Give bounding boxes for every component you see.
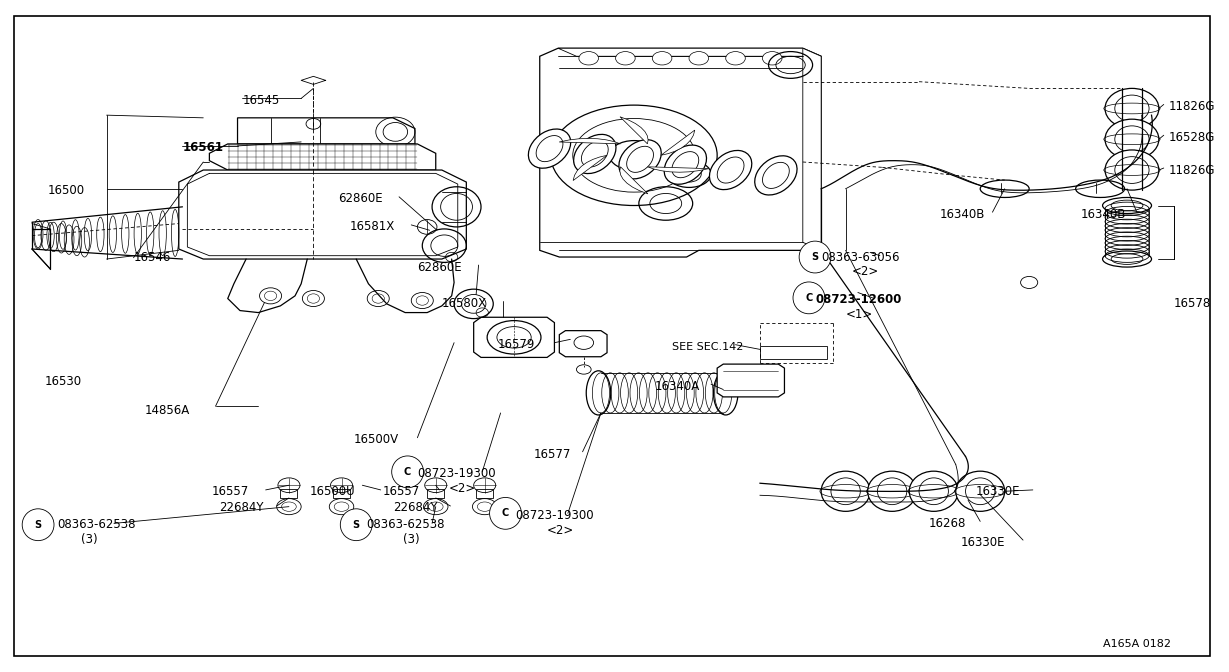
Text: 16578: 16578 bbox=[1174, 298, 1211, 310]
Polygon shape bbox=[559, 331, 607, 357]
Ellipse shape bbox=[868, 471, 917, 511]
Text: <2>: <2> bbox=[450, 482, 477, 495]
Text: A165A 0182: A165A 0182 bbox=[1102, 639, 1170, 649]
Ellipse shape bbox=[664, 145, 707, 184]
Polygon shape bbox=[473, 317, 554, 358]
Text: 16545: 16545 bbox=[242, 94, 280, 107]
Polygon shape bbox=[178, 170, 466, 259]
Ellipse shape bbox=[616, 52, 635, 65]
Polygon shape bbox=[803, 48, 821, 251]
Text: 08363-62538: 08363-62538 bbox=[58, 518, 136, 532]
Ellipse shape bbox=[574, 134, 616, 173]
Text: 11826G: 11826G bbox=[1169, 100, 1215, 113]
Text: <2>: <2> bbox=[547, 523, 574, 536]
Polygon shape bbox=[558, 48, 821, 56]
Text: 11826G: 11826G bbox=[1169, 163, 1215, 177]
Text: (3): (3) bbox=[81, 533, 97, 546]
Text: C: C bbox=[404, 467, 412, 477]
Polygon shape bbox=[661, 130, 694, 155]
Text: 16340B: 16340B bbox=[940, 208, 986, 220]
Text: (3): (3) bbox=[403, 533, 419, 546]
Ellipse shape bbox=[793, 282, 825, 314]
Text: 08363-62538: 08363-62538 bbox=[366, 518, 445, 532]
Text: 16557: 16557 bbox=[211, 485, 249, 499]
Text: 62860E: 62860E bbox=[418, 261, 462, 274]
Text: 16500U: 16500U bbox=[310, 485, 355, 499]
Ellipse shape bbox=[821, 471, 870, 511]
Text: S: S bbox=[34, 519, 42, 530]
Text: 62860E: 62860E bbox=[338, 192, 382, 206]
Text: <1>: <1> bbox=[846, 308, 873, 321]
Text: 22684Y: 22684Y bbox=[393, 501, 438, 515]
Ellipse shape bbox=[909, 471, 959, 511]
FancyBboxPatch shape bbox=[14, 16, 1211, 656]
Ellipse shape bbox=[725, 52, 745, 65]
Polygon shape bbox=[648, 167, 709, 172]
Ellipse shape bbox=[1105, 119, 1159, 159]
Text: 16579: 16579 bbox=[498, 338, 536, 351]
Ellipse shape bbox=[22, 509, 54, 541]
Ellipse shape bbox=[340, 509, 372, 541]
Ellipse shape bbox=[689, 52, 709, 65]
Text: SEE SEC.142: SEE SEC.142 bbox=[672, 341, 744, 351]
Text: S: S bbox=[353, 519, 360, 530]
Text: 16577: 16577 bbox=[533, 448, 571, 461]
Ellipse shape bbox=[709, 151, 752, 190]
Text: 16557: 16557 bbox=[383, 485, 420, 499]
Text: 16581X: 16581X bbox=[350, 220, 396, 233]
Text: 08723-19300: 08723-19300 bbox=[418, 467, 497, 480]
Text: 16500: 16500 bbox=[48, 184, 85, 198]
Text: S: S bbox=[811, 252, 819, 262]
Polygon shape bbox=[573, 155, 607, 181]
Ellipse shape bbox=[574, 336, 594, 349]
Ellipse shape bbox=[956, 471, 1004, 511]
Text: 14856A: 14856A bbox=[145, 404, 189, 417]
Ellipse shape bbox=[762, 52, 782, 65]
Text: 16580X: 16580X bbox=[442, 297, 487, 310]
Ellipse shape bbox=[619, 140, 661, 179]
Polygon shape bbox=[619, 117, 648, 144]
Text: 16528G: 16528G bbox=[1169, 131, 1215, 144]
Polygon shape bbox=[559, 138, 621, 144]
Text: 16340B: 16340B bbox=[1080, 208, 1126, 220]
Ellipse shape bbox=[489, 497, 521, 530]
Ellipse shape bbox=[528, 129, 570, 168]
Polygon shape bbox=[718, 364, 784, 397]
Ellipse shape bbox=[1105, 89, 1159, 128]
Text: 16561: 16561 bbox=[182, 141, 224, 155]
Text: 16340A: 16340A bbox=[655, 380, 701, 392]
Text: 16530: 16530 bbox=[44, 375, 81, 388]
Text: 22684Y: 22684Y bbox=[219, 501, 264, 515]
Polygon shape bbox=[619, 167, 648, 194]
Text: 16330E: 16330E bbox=[976, 485, 1020, 498]
Ellipse shape bbox=[392, 456, 424, 488]
Ellipse shape bbox=[799, 241, 831, 273]
Ellipse shape bbox=[1105, 150, 1159, 190]
Text: 08363-63056: 08363-63056 bbox=[821, 251, 900, 263]
Polygon shape bbox=[237, 118, 415, 144]
Ellipse shape bbox=[653, 52, 672, 65]
Text: 16330E: 16330E bbox=[961, 536, 1005, 548]
Text: 08723-12600: 08723-12600 bbox=[815, 294, 901, 306]
Ellipse shape bbox=[579, 52, 599, 65]
Text: 16500V: 16500V bbox=[354, 433, 399, 446]
Text: <2>: <2> bbox=[852, 265, 879, 278]
Text: 16546: 16546 bbox=[134, 251, 171, 264]
Text: 08723-19300: 08723-19300 bbox=[515, 509, 594, 522]
Ellipse shape bbox=[755, 156, 798, 195]
Polygon shape bbox=[209, 144, 436, 170]
Polygon shape bbox=[540, 48, 821, 257]
Text: C: C bbox=[501, 508, 509, 518]
Text: 16268: 16268 bbox=[929, 517, 966, 530]
Text: C: C bbox=[805, 293, 812, 303]
